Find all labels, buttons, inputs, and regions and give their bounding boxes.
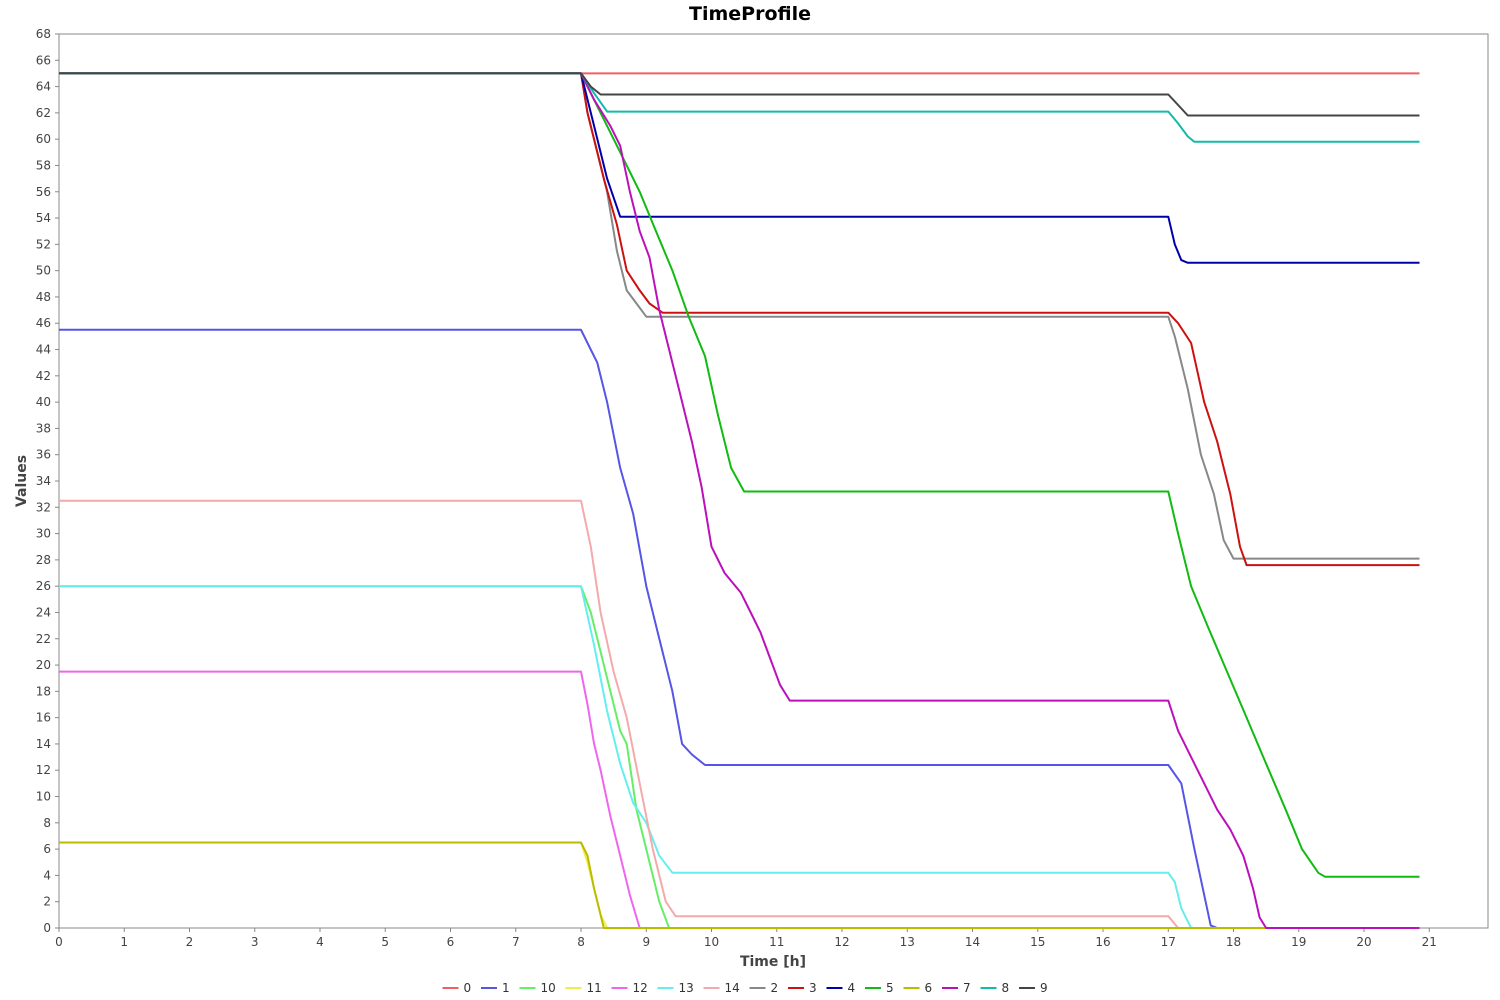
y-tick-label: 24 — [36, 605, 51, 619]
legend-label-14: 14 — [725, 981, 740, 995]
x-tick-label: 21 — [1422, 935, 1437, 949]
y-tick-label: 38 — [36, 421, 51, 435]
x-tick-label: 9 — [642, 935, 650, 949]
series-line-7 — [59, 72, 1420, 929]
y-tick-label: 8 — [43, 816, 51, 830]
y-tick-label: 10 — [36, 790, 51, 804]
series-line-10 — [59, 585, 1420, 929]
y-tick-label: 58 — [36, 158, 51, 172]
x-tick-label: 3 — [251, 935, 259, 949]
y-tick-label: 50 — [36, 264, 51, 278]
y-tick-label: 0 — [43, 921, 51, 935]
x-tick-label: 8 — [577, 935, 585, 949]
legend-label-1: 1 — [502, 981, 510, 995]
series-line-9 — [59, 72, 1420, 117]
legend-label-4: 4 — [848, 981, 856, 995]
y-tick-label: 62 — [36, 106, 51, 120]
legend-label-7: 7 — [963, 981, 971, 995]
y-tick-label: 44 — [36, 343, 51, 357]
x-tick-label: 19 — [1291, 935, 1306, 949]
y-tick-label: 48 — [36, 290, 51, 304]
legend-label-12: 12 — [633, 981, 648, 995]
x-tick-label: 11 — [769, 935, 784, 949]
x-tick-label: 6 — [447, 935, 455, 949]
y-tick-label: 6 — [43, 842, 51, 856]
legend-label-8: 8 — [1002, 981, 1010, 995]
series-line-4 — [59, 72, 1420, 264]
legend-label-11: 11 — [587, 981, 602, 995]
series-line-3 — [59, 72, 1420, 567]
legend-label-13: 13 — [679, 981, 694, 995]
y-tick-label: 52 — [36, 237, 51, 251]
x-tick-label: 12 — [834, 935, 849, 949]
y-tick-label: 46 — [36, 316, 51, 330]
x-tick-label: 13 — [900, 935, 915, 949]
x-axis: 0 1 2 3 4 5 6 7 8 9 10 11 12 13 14 15 16 17 18 19 20 21 — [55, 928, 1437, 949]
y-tick-label: 54 — [36, 211, 51, 225]
x-tick-label: 7 — [512, 935, 520, 949]
x-tick-label: 4 — [316, 935, 324, 949]
legend-label-2: 2 — [771, 981, 779, 995]
x-tick-label: 2 — [186, 935, 194, 949]
series-line-13 — [59, 585, 1420, 929]
y-tick-label: 64 — [36, 80, 51, 94]
legend-label-3: 3 — [809, 981, 817, 995]
series-line-1 — [59, 328, 1420, 929]
legend-label-5: 5 — [886, 981, 894, 995]
y-tick-label: 4 — [43, 868, 51, 882]
series-line-6 — [59, 841, 1420, 929]
y-tick-label: 12 — [36, 763, 51, 777]
series-layer — [59, 72, 1420, 929]
y-tick-label: 20 — [36, 658, 51, 672]
legend: 0 1 10 11 12 13 14 2 3 4 5 6 7 8 9 — [442, 981, 1048, 995]
y-tick-label: 26 — [36, 579, 51, 593]
y-tick-label: 36 — [36, 448, 51, 462]
y-tick-label: 34 — [36, 474, 51, 488]
legend-label-10: 10 — [541, 981, 556, 995]
series-line-5 — [59, 72, 1420, 878]
x-axis-title: Time [h] — [740, 954, 806, 970]
x-tick-label: 16 — [1095, 935, 1110, 949]
y-tick-label: 2 — [43, 895, 51, 909]
y-tick-label: 16 — [36, 711, 51, 725]
y-tick-label: 60 — [36, 132, 51, 146]
y-tick-label: 66 — [36, 53, 51, 67]
y-tick-label: 14 — [36, 737, 51, 751]
y-tick-label: 18 — [36, 684, 51, 698]
y-tick-label: 68 — [36, 27, 51, 41]
series-line-12 — [59, 670, 1420, 929]
x-tick-label: 1 — [120, 935, 128, 949]
y-tick-label: 32 — [36, 500, 51, 514]
x-tick-label: 20 — [1356, 935, 1371, 949]
legend-label-9: 9 — [1040, 981, 1048, 995]
x-tick-label: 10 — [704, 935, 719, 949]
y-tick-label: 56 — [36, 185, 51, 199]
y-axis: 0246810121416182022242628303234363840424… — [36, 27, 59, 935]
y-tick-label: 30 — [36, 527, 51, 541]
legend-label-0: 0 — [464, 981, 472, 995]
x-tick-label: 5 — [381, 935, 389, 949]
x-tick-label: 18 — [1226, 935, 1241, 949]
x-tick-label: 0 — [55, 935, 63, 949]
x-tick-label: 17 — [1161, 935, 1176, 949]
y-axis-title: Values — [14, 455, 30, 507]
plot-area — [58, 33, 1489, 929]
chart-title: TimeProfile — [689, 3, 811, 25]
y-tick-label: 28 — [36, 553, 51, 567]
legend-label-6: 6 — [925, 981, 933, 995]
y-tick-label: 22 — [36, 632, 51, 646]
x-tick-label: 14 — [965, 935, 980, 949]
x-tick-label: 15 — [1030, 935, 1045, 949]
y-tick-label: 42 — [36, 369, 51, 383]
y-tick-label: 40 — [36, 395, 51, 409]
series-line-14 — [59, 499, 1420, 929]
